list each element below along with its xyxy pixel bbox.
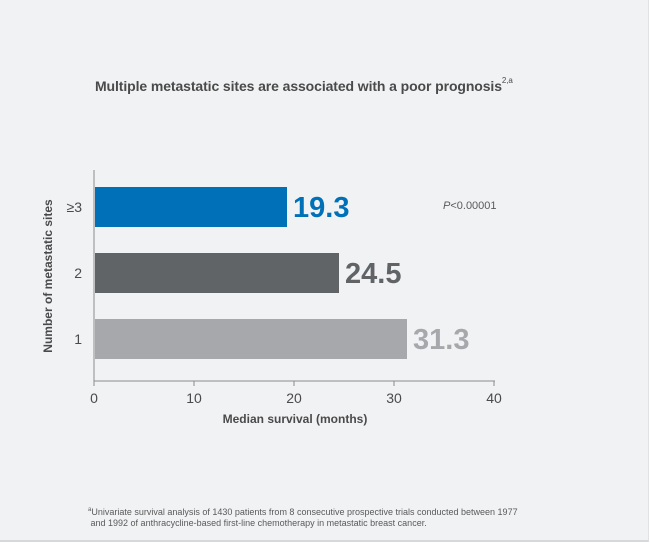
bar-3 bbox=[95, 319, 407, 359]
p-value-label: P<0.00001 bbox=[443, 200, 497, 212]
footnote-line-1-text: Univariate survival analysis of 1430 pat… bbox=[91, 507, 518, 517]
footnote-line-2: and 1992 of anthracycline-based first-li… bbox=[88, 518, 558, 529]
value-labels-group: 19.3 24.5 31.3 bbox=[293, 192, 469, 356]
bars-group bbox=[95, 187, 407, 359]
p-value-text: <0.00001 bbox=[450, 200, 496, 212]
x-tick-label-5: 40 bbox=[486, 390, 502, 406]
category-label-3: 1 bbox=[74, 331, 82, 347]
footnote-line-2-text: and 1992 of anthracycline-based first-li… bbox=[90, 518, 427, 528]
title-superscript: 2,a bbox=[501, 76, 513, 86]
footnote: aUnivariate survival analysis of 1430 pa… bbox=[88, 505, 558, 529]
x-ticks-group: 0 10 20 30 40 bbox=[90, 381, 502, 406]
x-tick-label-1: 0 bbox=[90, 390, 98, 406]
footnote-marker: a bbox=[88, 507, 92, 513]
category-labels-group: ≥3 2 1 bbox=[67, 199, 83, 347]
x-axis-title: Median survival (months) bbox=[223, 412, 368, 426]
bar-1 bbox=[95, 187, 287, 227]
bar-value-label-1: 19.3 bbox=[293, 192, 349, 224]
chart-title-text: Multiple metastatic sites are associated… bbox=[95, 78, 502, 94]
x-tick-label-4: 30 bbox=[386, 390, 402, 406]
x-tick-label-3: 20 bbox=[286, 390, 302, 406]
x-tick-label-2: 10 bbox=[186, 390, 202, 406]
category-label-1: ≥3 bbox=[67, 199, 83, 215]
bar-value-label-3: 31.3 bbox=[413, 324, 469, 356]
p-value-italic: P bbox=[443, 200, 451, 212]
category-label-2: 2 bbox=[74, 265, 82, 281]
y-axis-title: Number of metastatic sites bbox=[41, 199, 55, 353]
chart-title: Multiple metastatic sites are associated… bbox=[95, 76, 513, 94]
footnote-line-1: aUnivariate survival analysis of 1430 pa… bbox=[88, 505, 558, 518]
bar-2 bbox=[95, 253, 339, 293]
bar-value-label-2: 24.5 bbox=[345, 258, 401, 290]
